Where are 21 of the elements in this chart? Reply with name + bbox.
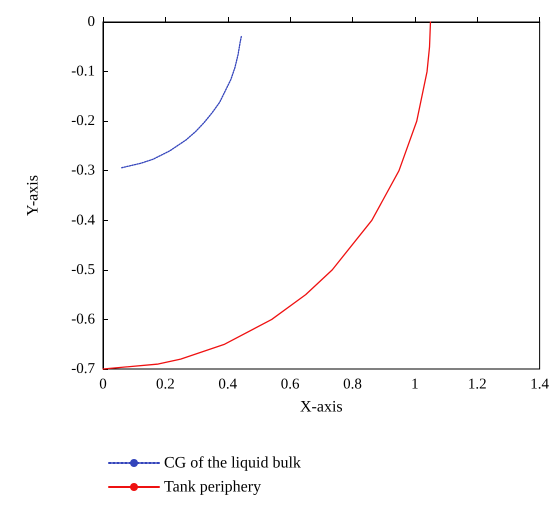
y-tick-label: -0.4 [71,212,96,228]
line-series [121,35,242,168]
y-tick-label: -0.6 [71,311,96,328]
x-tick-label: 0.4 [218,376,238,392]
x-axis-title: X-axis [300,398,343,416]
x-tick-label: 0.6 [280,376,300,392]
x-tick-label: 1.4 [530,376,550,392]
x-tick-label: 1.2 [468,376,487,392]
y-tick-label: -0.1 [71,64,95,80]
legend-label: Tank periphery [164,478,262,496]
x-tick-label: 0.8 [343,376,362,392]
y-tick-label: -0.7 [71,361,96,377]
x-tick-label: 1 [411,376,419,392]
x-tick-label: 0.2 [156,376,175,392]
y-tick-label: -0.3 [71,162,95,179]
legend-label: CG of the liquid bulk [164,454,301,472]
y-tick-label: 0 [88,14,95,30]
y-axis-title: Y-axis [24,175,42,216]
y-tick-label: -0.5 [71,262,95,278]
y-tick-label: -0.2 [71,113,95,130]
x-tick-label: 0 [99,376,107,392]
